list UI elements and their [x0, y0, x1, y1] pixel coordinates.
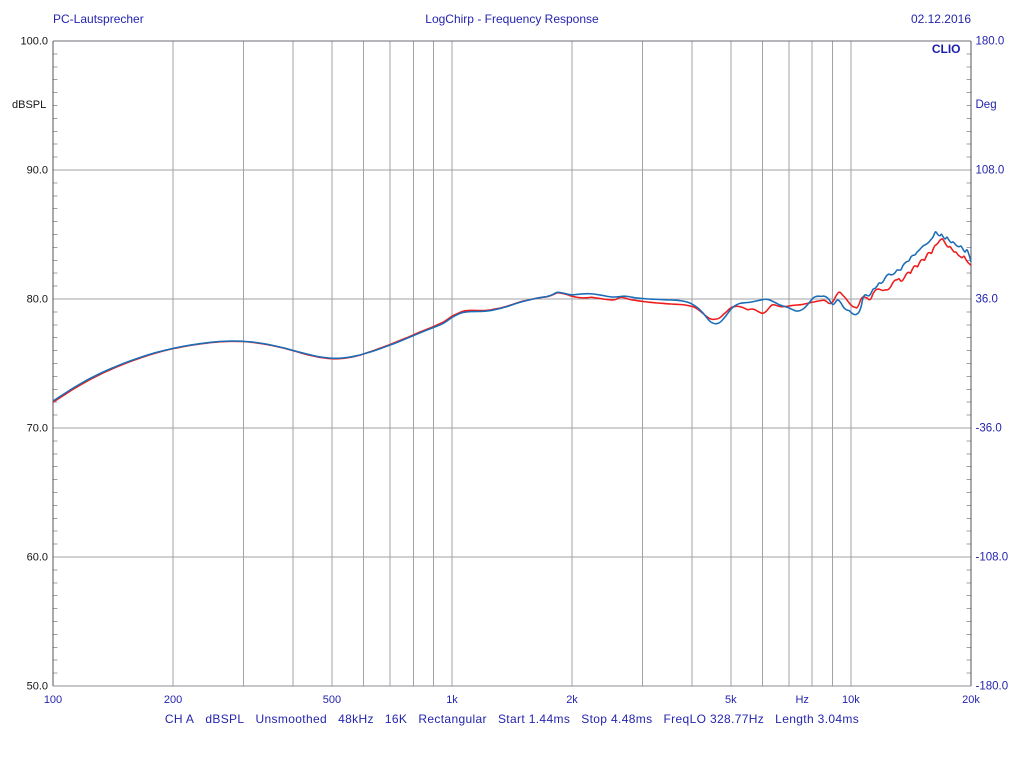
- svg-text:50.0: 50.0: [27, 681, 48, 693]
- svg-text:5k: 5k: [725, 694, 737, 706]
- svg-text:CLIO: CLIO: [932, 42, 961, 56]
- svg-text:20k: 20k: [962, 694, 980, 706]
- svg-text:100.0: 100.0: [20, 36, 48, 48]
- svg-text:2k: 2k: [566, 694, 578, 706]
- svg-text:02.12.2016: 02.12.2016: [911, 12, 971, 26]
- svg-text:-180.0: -180.0: [976, 681, 1009, 693]
- svg-text:180.0: 180.0: [976, 36, 1005, 48]
- svg-text:1k: 1k: [446, 694, 458, 706]
- svg-text:Deg: Deg: [976, 99, 997, 111]
- svg-text:dBSPL: dBSPL: [12, 99, 46, 111]
- svg-text:90.0: 90.0: [27, 165, 48, 177]
- svg-text:108.0: 108.0: [976, 165, 1005, 177]
- svg-text:10k: 10k: [842, 694, 860, 706]
- svg-text:70.0: 70.0: [27, 423, 48, 435]
- svg-text:Hz: Hz: [795, 694, 808, 706]
- svg-text:-36.0: -36.0: [976, 423, 1002, 435]
- svg-text:80.0: 80.0: [27, 294, 48, 306]
- svg-text:CH A dBSPL Unsmoothed 48: CH A dBSPL Unsmoothed 48kHz 16K Rectangu…: [165, 712, 859, 726]
- svg-text:PC-Lautsprecher: PC-Lautsprecher: [53, 12, 144, 26]
- svg-text:100: 100: [44, 694, 62, 706]
- svg-text:-108.0: -108.0: [976, 552, 1009, 564]
- svg-text:36.0: 36.0: [976, 294, 998, 306]
- svg-text:LogChirp - Frequency Response: LogChirp - Frequency Response: [425, 12, 599, 26]
- svg-text:500: 500: [323, 694, 341, 706]
- svg-text:200: 200: [164, 694, 182, 706]
- svg-text:60.0: 60.0: [27, 552, 48, 564]
